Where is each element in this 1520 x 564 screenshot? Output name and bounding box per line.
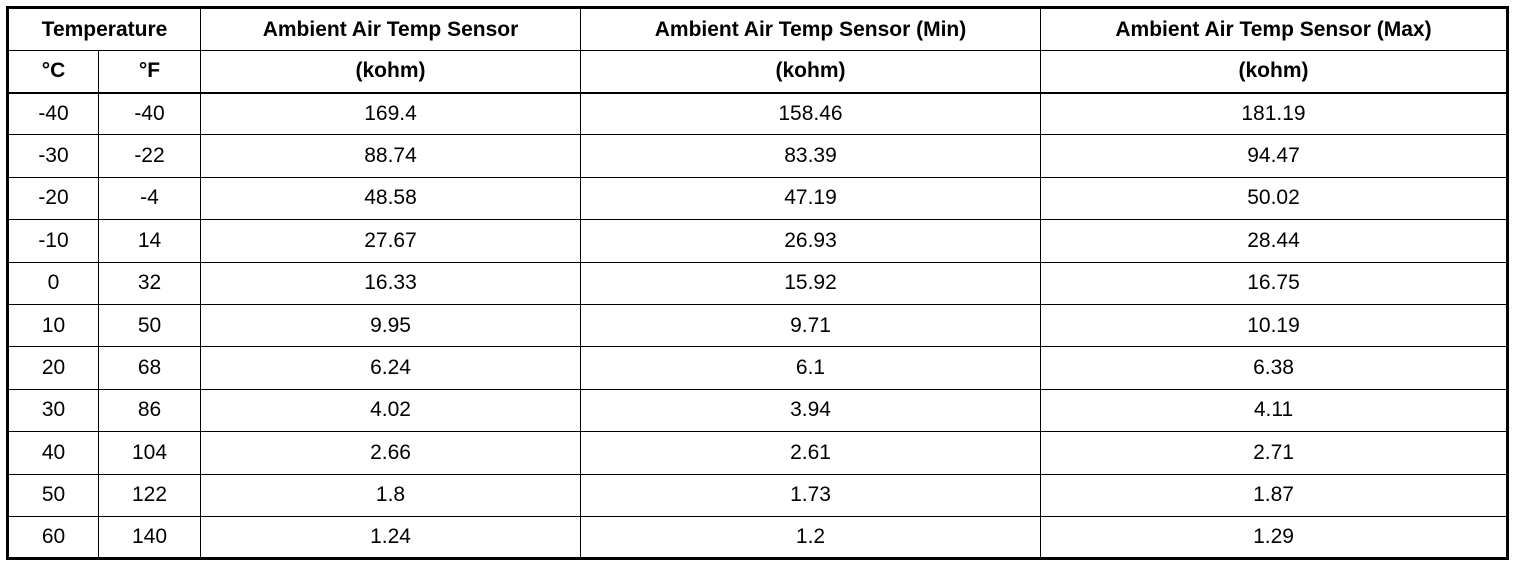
data-cell: 10 — [7, 303, 99, 348]
data-cell: 6.24 — [200, 346, 581, 390]
table-header: Temperature Ambient Air Temp Sensor Ambi… — [7, 7, 1508, 94]
data-cell: 169.4 — [200, 91, 581, 136]
data-cell: 6.38 — [1040, 346, 1508, 390]
data-row: 50 122 1.8 1.73 1.87 — [7, 473, 1508, 517]
data-row: -40 -40 169.4 158.46 181.19 — [7, 91, 1508, 136]
data-row: -20 -4 48.58 47.19 50.02 — [7, 176, 1508, 221]
header-cell: Ambient Air Temp Sensor (Max) — [1040, 7, 1508, 51]
sensor-table: Temperature Ambient Air Temp Sensor Ambi… — [6, 6, 1509, 561]
data-cell: 27.67 — [200, 219, 581, 263]
data-cell: 15.92 — [580, 261, 1041, 305]
table-body: -40 -40 169.4 158.46 181.19 -30 -22 88.74 83.39 9… — [7, 91, 1508, 560]
data-cell: 1.2 — [580, 515, 1041, 560]
data-row: 60 140 1.24 1.2 1.29 — [7, 515, 1508, 560]
data-row: 10 50 9.95 9.71 10.19 — [7, 303, 1508, 348]
header-row: Temperature Ambient Air Temp Sensor Ambi… — [7, 7, 1508, 51]
data-cell: 181.19 — [1040, 91, 1508, 136]
data-cell: 47.19 — [580, 176, 1041, 221]
data-cell: 83.39 — [580, 134, 1041, 178]
data-cell: 28.44 — [1040, 219, 1508, 263]
header-cell: °C — [7, 50, 99, 94]
header-cell: Ambient Air Temp Sensor (Min) — [580, 7, 1041, 51]
data-cell: -4 — [98, 176, 201, 221]
data-cell: -40 — [7, 91, 99, 136]
data-cell: 14 — [98, 219, 201, 263]
data-cell: 3.94 — [580, 388, 1041, 433]
data-cell: -22 — [98, 134, 201, 178]
data-cell: 16.33 — [200, 261, 581, 305]
data-cell: 1.8 — [200, 473, 581, 517]
data-cell: 30 — [7, 388, 99, 433]
data-cell: 32 — [98, 261, 201, 305]
data-cell: 68 — [98, 346, 201, 390]
header-cell: Ambient Air Temp Sensor — [200, 7, 581, 51]
data-cell: 50 — [7, 473, 99, 517]
data-cell: 4.02 — [200, 388, 581, 433]
data-row: 40 104 2.66 2.61 2.71 — [7, 431, 1508, 475]
header-cell: (kohm) — [200, 50, 581, 94]
data-cell: 48.58 — [200, 176, 581, 221]
data-cell: 4.11 — [1040, 388, 1508, 433]
data-cell: 50.02 — [1040, 176, 1508, 221]
data-cell: 9.95 — [200, 303, 581, 348]
data-cell: -20 — [7, 176, 99, 221]
data-cell: 86 — [98, 388, 201, 433]
header-cell: Temperature — [7, 7, 201, 51]
data-cell: -30 — [7, 134, 99, 178]
data-row: -10 14 27.67 26.93 28.44 — [7, 219, 1508, 263]
data-cell: 140 — [98, 515, 201, 560]
data-cell: 94.47 — [1040, 134, 1508, 178]
data-cell: 1.29 — [1040, 515, 1508, 560]
data-cell: 9.71 — [580, 303, 1041, 348]
header-cell: °F — [98, 50, 201, 94]
data-cell: 88.74 — [200, 134, 581, 178]
data-cell: 2.66 — [200, 431, 581, 475]
data-cell: 122 — [98, 473, 201, 517]
data-cell: 104 — [98, 431, 201, 475]
data-cell: 26.93 — [580, 219, 1041, 263]
data-cell: -40 — [98, 91, 201, 136]
data-cell: 60 — [7, 515, 99, 560]
data-cell: 158.46 — [580, 91, 1041, 136]
header-cell: (kohm) — [1040, 50, 1508, 94]
data-cell: 10.19 — [1040, 303, 1508, 348]
data-cell: 0 — [7, 261, 99, 305]
data-cell: 20 — [7, 346, 99, 390]
data-cell: 16.75 — [1040, 261, 1508, 305]
header-row: °C °F (kohm) (kohm) (kohm) — [7, 50, 1508, 94]
data-cell: 40 — [7, 431, 99, 475]
data-row: -30 -22 88.74 83.39 94.47 — [7, 134, 1508, 178]
data-cell: 2.61 — [580, 431, 1041, 475]
data-cell: -10 — [7, 219, 99, 263]
data-row: 20 68 6.24 6.1 6.38 — [7, 346, 1508, 390]
header-cell: (kohm) — [580, 50, 1041, 94]
data-cell: 50 — [98, 303, 201, 348]
data-cell: 6.1 — [580, 346, 1041, 390]
data-cell: 1.73 — [580, 473, 1041, 517]
data-cell: 1.87 — [1040, 473, 1508, 517]
data-cell: 2.71 — [1040, 431, 1508, 475]
data-cell: 1.24 — [200, 515, 581, 560]
data-row: 0 32 16.33 15.92 16.75 — [7, 261, 1508, 305]
data-row: 30 86 4.02 3.94 4.11 — [7, 388, 1508, 433]
